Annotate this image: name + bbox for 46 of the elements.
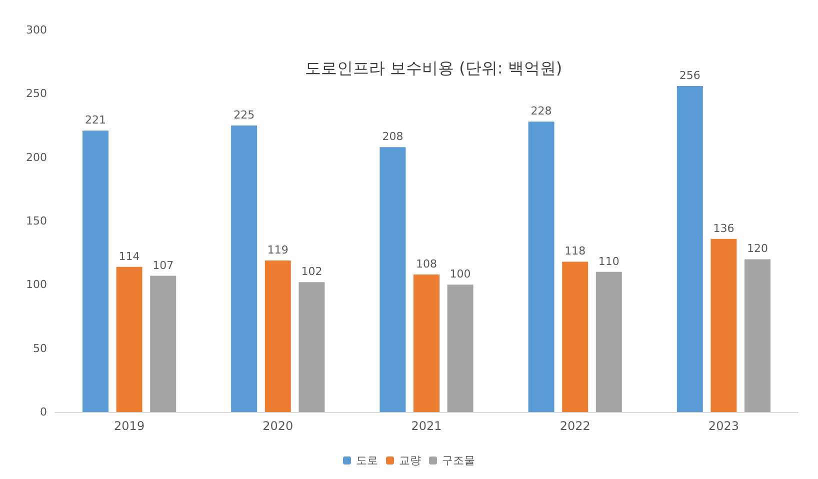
data-label: 102 xyxy=(301,265,322,278)
legend-label: 도로 xyxy=(356,454,378,467)
bar xyxy=(744,259,770,412)
bar xyxy=(82,130,108,412)
y-tick-label: 150 xyxy=(26,214,47,228)
y-tick-label: 300 xyxy=(26,24,47,36)
data-label: 120 xyxy=(747,242,768,256)
bar xyxy=(596,272,622,412)
data-label: 221 xyxy=(85,114,106,127)
data-label: 108 xyxy=(416,257,437,270)
y-tick-label: 250 xyxy=(26,87,47,100)
y-tick-label: 200 xyxy=(26,150,47,164)
data-label: 228 xyxy=(530,104,552,118)
bar xyxy=(562,262,588,412)
bar xyxy=(116,266,142,412)
x-tick-label: 2019 xyxy=(114,419,145,433)
x-tick-label: 2022 xyxy=(560,419,590,433)
data-label: 256 xyxy=(679,69,700,82)
x-tick-label: 2023 xyxy=(708,419,739,433)
data-label: 110 xyxy=(598,254,620,268)
bar xyxy=(264,260,291,412)
bar xyxy=(676,86,703,412)
bar xyxy=(710,238,737,412)
bar xyxy=(380,147,406,412)
data-label: 100 xyxy=(450,268,471,281)
y-tick-label: 50 xyxy=(33,342,47,355)
bar xyxy=(150,276,176,412)
data-label: 136 xyxy=(713,222,734,235)
data-label: 118 xyxy=(564,244,586,258)
data-label: 107 xyxy=(152,258,174,272)
x-tick-label: 2020 xyxy=(262,419,294,433)
y-tick-label: 0 xyxy=(40,406,47,418)
data-label: 114 xyxy=(118,250,140,263)
legend-label: 교량 xyxy=(399,454,421,467)
data-label: 119 xyxy=(267,243,288,256)
bar xyxy=(528,122,554,412)
bar xyxy=(231,126,258,412)
y-tick-label: 100 xyxy=(26,278,47,292)
bar xyxy=(298,282,325,412)
bar xyxy=(447,284,474,412)
x-tick-label: 2021 xyxy=(411,419,442,433)
legend-label: 구조물 xyxy=(442,454,475,467)
bar xyxy=(414,274,440,412)
text: 도로인프라 보수비용 (단위: 백억원) xyxy=(305,58,562,78)
data-label: 208 xyxy=(382,130,404,144)
data-label: 225 xyxy=(234,108,255,122)
